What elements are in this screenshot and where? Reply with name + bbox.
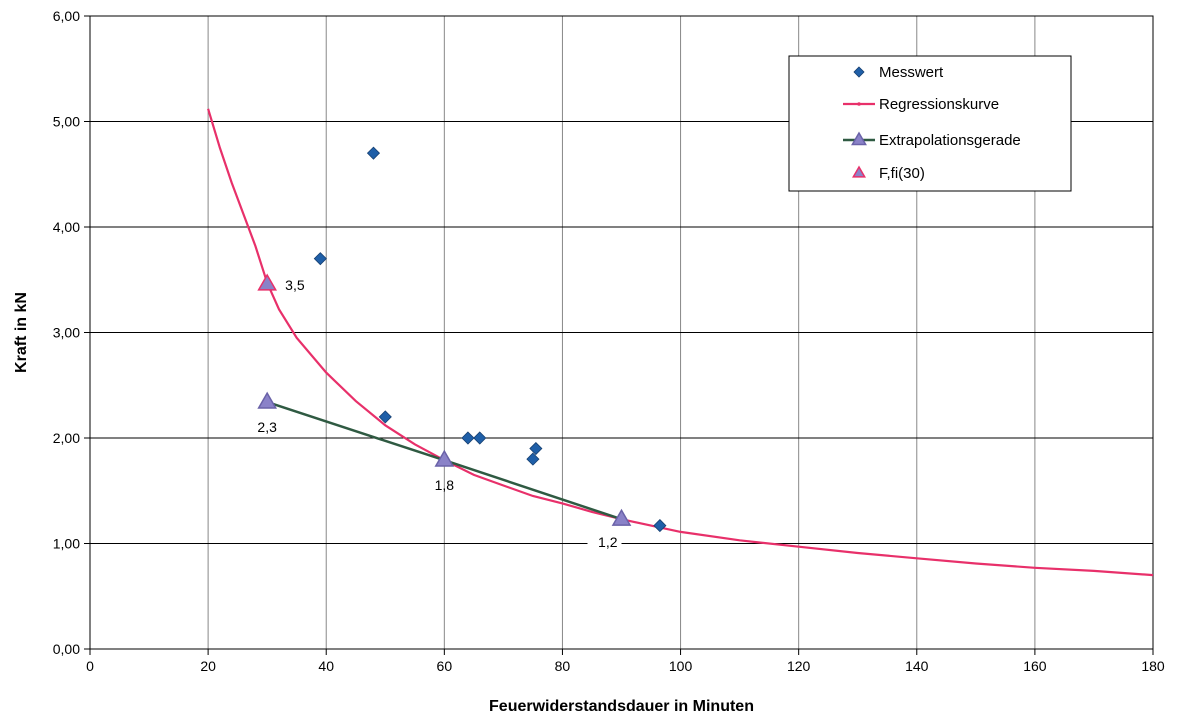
x-tick-label: 160 xyxy=(1023,658,1047,674)
y-tick-label: 3,00 xyxy=(53,325,80,341)
y-tick-label: 1,00 xyxy=(53,536,80,552)
extrapolation-point xyxy=(611,508,632,526)
legend-symbol-extrapolationsgerade xyxy=(843,131,875,146)
series-messwert xyxy=(313,146,667,533)
y-ticks: 0,00 1,00 2,00 3,00 4,00 5,00 6,00 xyxy=(53,8,90,657)
messwert-point xyxy=(653,518,667,533)
data-label: 1,8 xyxy=(435,477,455,493)
legend-dot xyxy=(857,102,861,106)
data-label: 1,2 xyxy=(598,534,618,550)
legend-box xyxy=(788,55,1072,192)
y-tick-label: 6,00 xyxy=(53,8,80,24)
y-tick-label: 2,00 xyxy=(53,430,80,446)
y-tick-label: 5,00 xyxy=(53,114,80,130)
data-label-background xyxy=(587,532,622,553)
y-tick-label: 0,00 xyxy=(53,641,80,657)
legend-label-ffi30: F,fi(30) xyxy=(879,165,925,182)
annotations: 3,5 2,3 1,8 1,2 xyxy=(257,277,622,553)
x-tick-label: 180 xyxy=(1141,658,1165,674)
extrapolation-point xyxy=(434,449,455,467)
legend-triangle xyxy=(852,165,866,178)
series-regressionskurve xyxy=(207,108,1154,577)
x-tick-label: 120 xyxy=(787,658,811,674)
series-ffi30 xyxy=(257,273,278,291)
x-tick-label: 80 xyxy=(555,658,571,674)
legend: Messwert Regressionskurve Extrapolations… xyxy=(788,55,1072,192)
extrapolation-point xyxy=(257,391,278,409)
messwert-point xyxy=(461,431,475,445)
x-tick-label: 20 xyxy=(200,658,216,674)
data-label: 3,5 xyxy=(285,277,305,293)
legend-diamond xyxy=(853,66,865,78)
y-tick-label: 4,00 xyxy=(53,219,80,235)
regression-curve-line xyxy=(207,108,1154,577)
x-tick-label: 100 xyxy=(669,658,693,674)
x-tick-label: 40 xyxy=(318,658,334,674)
series-extrapolationsgerade xyxy=(257,391,632,526)
legend-label-extrapolationsgerade: Extrapolationsgerade xyxy=(879,132,1021,149)
x-tick-label: 140 xyxy=(905,658,929,674)
messwert-point xyxy=(378,410,392,424)
legend-symbol-ffi30 xyxy=(852,165,866,178)
legend-triangle xyxy=(851,131,867,146)
legend-symbol-messwert xyxy=(853,66,865,78)
legend-label-regressionskurve: Regressionskurve xyxy=(879,96,999,113)
x-axis-title: Feuerwiderstandsdauer in Minuten xyxy=(489,698,754,715)
x-tick-label: 0 xyxy=(86,658,94,674)
ffi30-point xyxy=(257,273,278,291)
messwert-point xyxy=(313,252,327,266)
data-label: 2,3 xyxy=(257,419,277,435)
legend-symbol-regressionskurve xyxy=(843,102,875,106)
y-axis-title: Kraft in kN xyxy=(13,292,30,373)
series-layer xyxy=(207,108,1154,577)
x-tick-label: 60 xyxy=(437,658,453,674)
messwert-point xyxy=(529,441,543,456)
messwert-point xyxy=(366,146,381,160)
messwert-point xyxy=(526,452,540,466)
messwert-point xyxy=(473,431,487,445)
x-ticks: 0 20 40 60 80 100 120 140 160 180 xyxy=(86,649,1165,674)
legend-label-messwert: Messwert xyxy=(879,64,944,81)
